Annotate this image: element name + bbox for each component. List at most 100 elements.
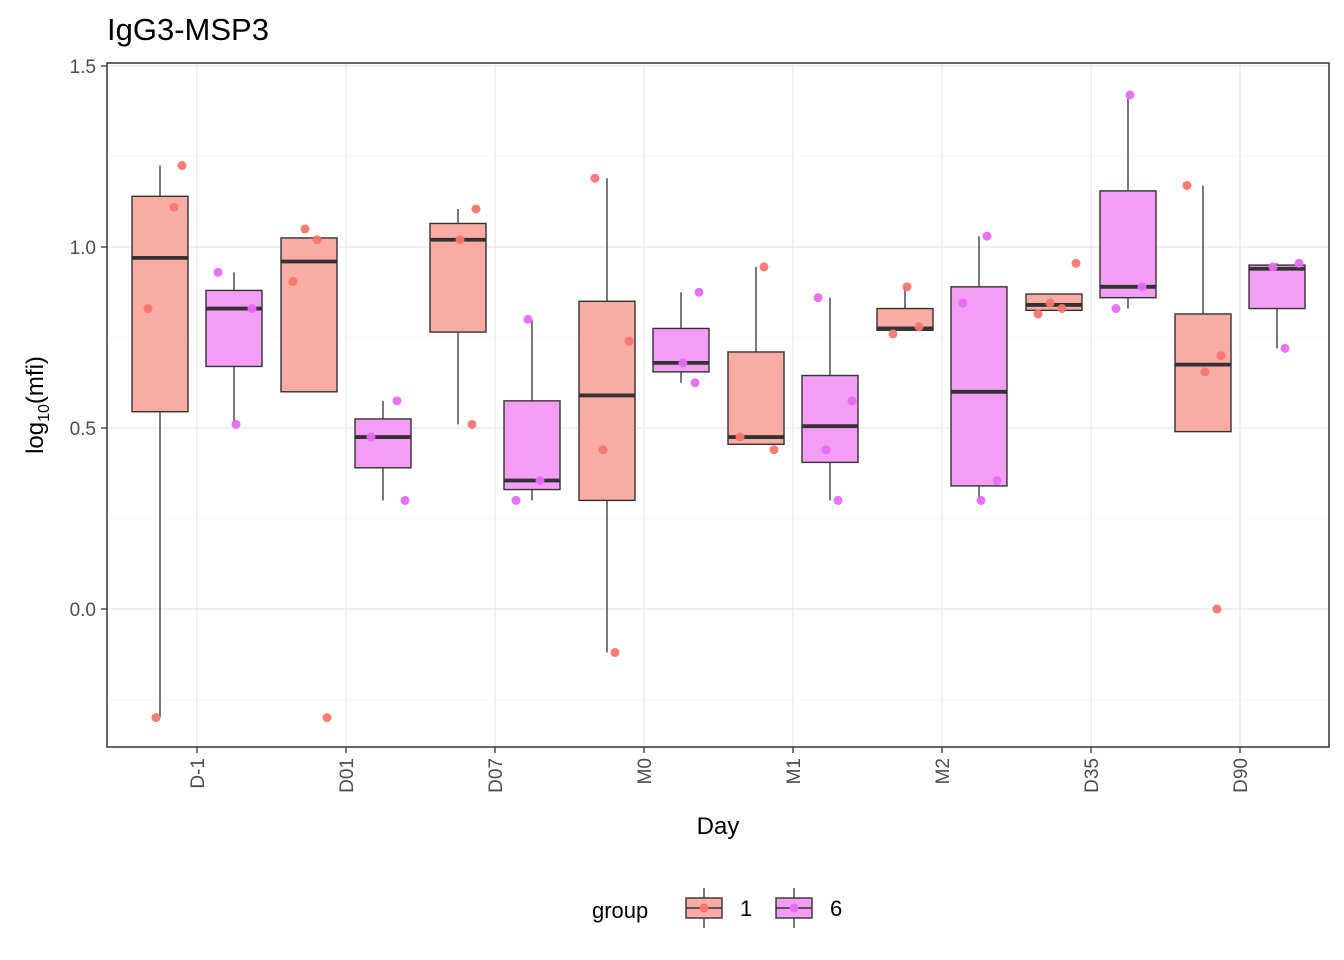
data-point [366,432,376,442]
data-point [694,287,704,297]
y-tick-label: 0.5 [70,419,96,440]
data-point [813,293,823,303]
x-tick-label: M2 [933,758,954,784]
data-point [455,235,465,245]
legend-key-6 [775,888,813,928]
legend-label: 1 [740,896,752,921]
chart-title: IgG3-MSP3 [107,12,269,47]
data-point [1200,367,1210,377]
data-point [1033,309,1043,319]
box-group-1-D90 [1174,185,1232,433]
box-group-1-D-1 [131,165,189,718]
data-point [143,304,153,314]
data-point [590,173,600,183]
data-point [523,314,533,324]
y-axis-title-rest: (mfi) [22,356,49,404]
grid [107,63,1329,747]
data-point [392,396,402,406]
data-point [322,713,332,723]
box-group-6-D-1 [205,272,263,425]
box [205,289,263,368]
legend: group 1 6 [592,888,842,928]
data-point [471,204,481,214]
data-point [1294,258,1304,268]
x-tick-label: M1 [784,758,805,784]
box [131,195,189,413]
data-point [213,267,223,277]
data-point [1280,343,1290,353]
legend-label: 6 [830,896,842,921]
data-point [735,432,745,442]
x-tick-label: D35 [1082,758,1103,793]
data-point [902,282,912,292]
box-group-6-D07 [503,319,561,501]
legend-key-point [699,903,709,913]
data-point [231,419,241,429]
data-point [1045,298,1055,308]
data-point [1212,604,1222,614]
data-point [511,495,521,505]
data-point [847,396,857,406]
data-point [247,304,257,314]
data-point [1216,351,1226,361]
data-point [888,329,898,339]
box [503,400,561,491]
data-point [400,495,410,505]
x-axis-ticks: D-1 D01 D07 M0 M1 M2 D35 D90 [188,747,1252,793]
data-point [769,445,779,455]
box-group-1-M1 [727,266,785,445]
box [727,351,785,445]
box [1248,264,1306,310]
x-tick-label: M0 [635,758,656,784]
box-group-6-M0 [652,292,710,383]
x-tick-label: D07 [486,758,507,793]
box [1099,190,1157,299]
data-point [169,202,179,212]
data-point [1111,304,1121,314]
data-point [690,378,700,388]
y-axis-title-subscript: 10 [36,404,53,422]
data-point [598,445,608,455]
box [280,237,338,393]
box [578,300,636,502]
data-point [535,475,545,485]
data-point [1125,90,1135,100]
data-point [1057,304,1067,314]
data-point [992,475,1002,485]
box-group-6-D90 [1248,263,1306,349]
data-point [821,445,831,455]
y-tick-label: 0.0 [70,600,96,621]
box [354,418,412,469]
data-point [833,495,843,505]
data-point [1071,258,1081,268]
data-point [467,419,477,429]
legend-title: group [592,898,648,923]
y-axis-ticks: 0.0 0.5 1.0 1.5 [70,57,107,621]
y-axis-title: log10(mfi) [22,356,53,454]
data-point [300,224,310,234]
box-group-6-M2 [950,236,1008,501]
legend-key-1 [685,888,723,928]
data-point [914,322,924,332]
x-tick-label: D-1 [188,758,209,789]
data-point [1268,262,1278,272]
data-point [982,231,992,241]
data-point [610,647,620,657]
plot-panel-border [106,62,1330,748]
box-group-6-D35 [1099,94,1157,309]
y-tick-label: 1.5 [70,57,96,78]
boxes [131,94,1306,718]
y-axis-title-main: log [22,422,49,454]
data-point [1182,180,1192,190]
data-point [678,358,688,368]
data-point [759,262,769,272]
data-point [312,235,322,245]
data-point [288,276,298,286]
data-point [151,713,161,723]
box-group-1-M0 [578,178,636,653]
box [950,286,1008,487]
data-points [143,90,1304,723]
box-group-6-D01 [354,400,412,501]
x-axis-title: Day [697,813,740,840]
